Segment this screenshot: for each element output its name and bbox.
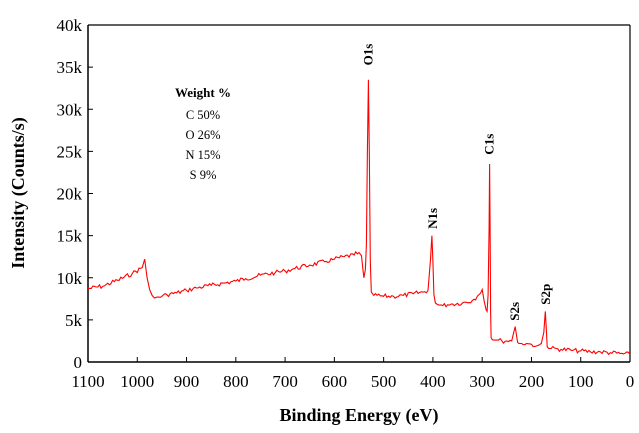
weight-legend: Weight % C 50% O 26% N 15% S 9% — [175, 85, 231, 182]
plot-axes — [87, 24, 631, 363]
y-tick-label: 10k — [57, 269, 83, 288]
legend-line-n: N 15% — [185, 148, 220, 162]
x-tick-label: 600 — [322, 372, 348, 391]
x-tick-label: 1100 — [71, 372, 104, 391]
x-tick-label: 100 — [568, 372, 594, 391]
x-tick-label: 1000 — [120, 372, 154, 391]
x-tick-label: 800 — [223, 372, 249, 391]
x-tick-label: 700 — [272, 372, 298, 391]
y-tick-label: 15k — [57, 227, 83, 246]
y-tick-label: 0 — [74, 353, 83, 372]
peak-label-c1s: C1s — [482, 134, 497, 155]
y-tick-label: 20k — [57, 185, 83, 204]
x-tick-label: 200 — [519, 372, 545, 391]
peak-label-s2p: S2p — [538, 284, 553, 305]
y-tick-label: 35k — [57, 58, 83, 77]
y-tick-label: 5k — [65, 311, 83, 330]
spectrum-line — [87, 79, 631, 356]
peak-label-n1s: N1s — [425, 208, 440, 229]
peak-label-o1s: O1s — [360, 44, 375, 66]
y-axis-title: Intensity (Counts/s) — [8, 117, 29, 269]
x-tick-label: 900 — [174, 372, 200, 391]
x-tick-label: 0 — [626, 372, 635, 391]
legend-line-c: C 50% — [186, 108, 220, 122]
x-tick-label: 400 — [420, 372, 446, 391]
y-tick-label: 40k — [57, 16, 83, 35]
y-axis-ticks: 0 5k 10k 15k 20k 25k 30k 35k 40k — [57, 16, 93, 372]
y-tick-label: 30k — [57, 100, 83, 119]
peak-label-s2s: S2s — [507, 302, 522, 321]
peak-labels: O1s N1s C1s S2s S2p — [360, 44, 553, 321]
x-tick-label: 500 — [371, 372, 397, 391]
legend-line-s: S 9% — [190, 168, 217, 182]
legend-title: Weight % — [175, 85, 231, 100]
x-axis-ticks: 1100 1000 900 800 700 600 500 400 300 200 100 0 — [71, 357, 634, 391]
legend-line-o: O 26% — [185, 128, 220, 142]
y-tick-label: 25k — [57, 142, 83, 161]
x-axis-title: Binding Energy (eV) — [279, 405, 438, 426]
x-tick-label: 300 — [469, 372, 495, 391]
